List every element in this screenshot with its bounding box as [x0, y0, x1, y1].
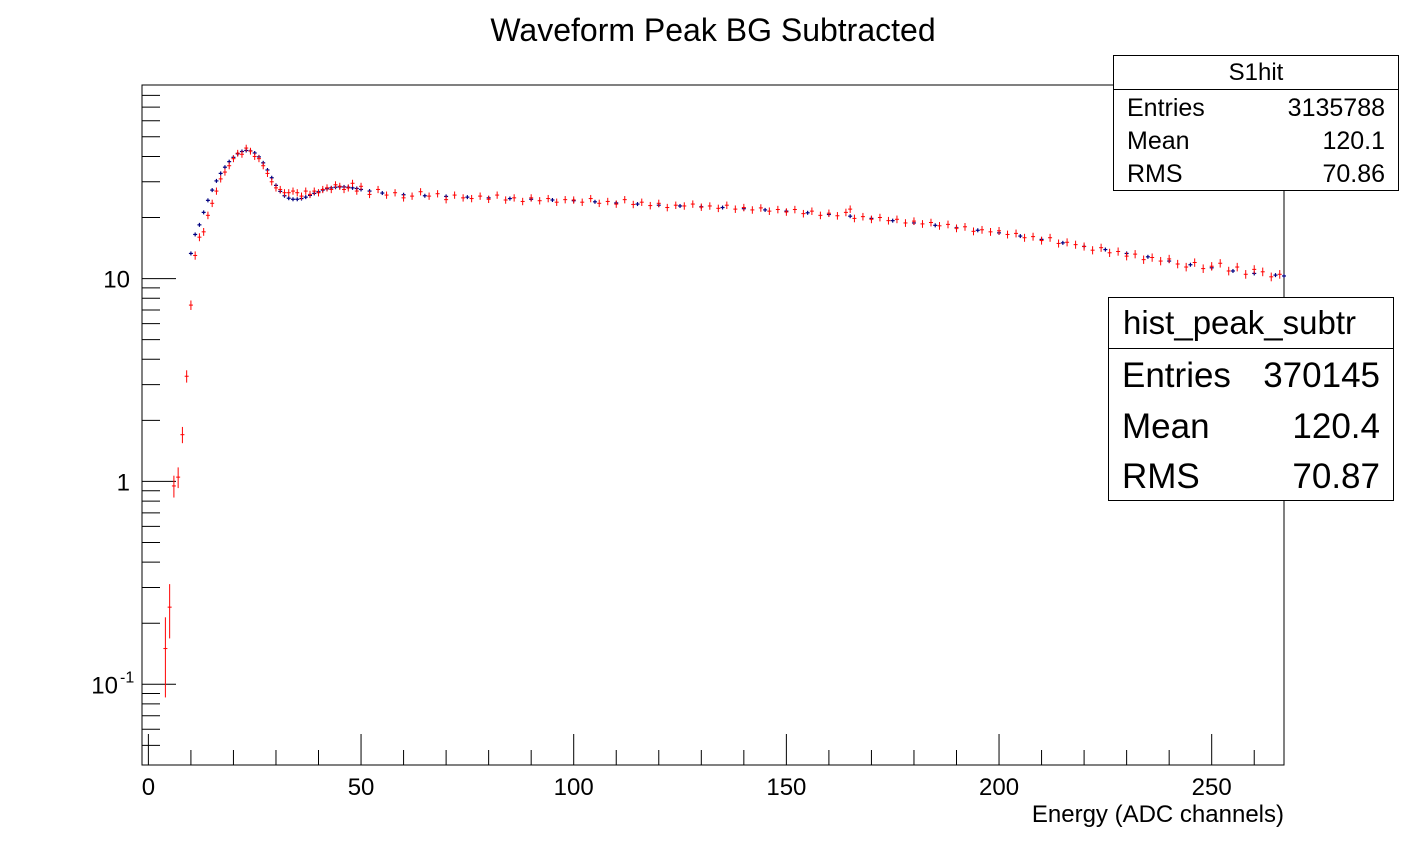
y-tick-label: 10 [103, 267, 130, 294]
stats-box-hist-peak-subtr: hist_peak_subtr Entries 370145 Mean 120.… [1108, 297, 1394, 501]
stats-value: 70.87 [1292, 457, 1380, 496]
stats-row-rms: RMS 70.86 [1114, 158, 1398, 190]
stats-label: RMS [1127, 160, 1183, 188]
stats-row-mean: Mean 120.4 [1109, 402, 1393, 452]
stats-value: 70.86 [1322, 160, 1385, 188]
stats-label: Mean [1122, 407, 1210, 446]
x-tick-label: 200 [979, 774, 1019, 801]
stats-row-mean: Mean 120.1 [1114, 125, 1398, 157]
stats-label: Entries [1127, 94, 1205, 122]
series-1 [163, 144, 1282, 698]
x-tick-label: 100 [554, 774, 594, 801]
series-layer [163, 144, 1286, 698]
y-tick-label: 10 [91, 672, 118, 699]
stats-value: 120.4 [1292, 407, 1380, 446]
stats-row-rms: RMS 70.87 [1109, 452, 1393, 502]
x-axis: 0 50 100 150 200 250 [142, 734, 1255, 801]
stats-box-s1hit: S1hit Entries 3135788 Mean 120.1 RMS 70.… [1113, 55, 1399, 191]
stats-box-title: S1hit [1114, 56, 1398, 90]
stats-value: 120.1 [1322, 127, 1385, 155]
x-tick-label: 250 [1192, 774, 1232, 801]
stats-label: Mean [1127, 127, 1190, 155]
x-axis-label: Energy (ADC channels) [1032, 801, 1284, 828]
x-tick-label: 50 [348, 774, 375, 801]
stats-box-title: hist_peak_subtr [1109, 298, 1393, 349]
x-tick-label: 0 [142, 774, 155, 801]
stats-value: 3135788 [1287, 94, 1385, 122]
stats-row-entries: Entries 3135788 [1114, 92, 1398, 124]
chart-title: Waveform Peak BG Subtracted [490, 12, 935, 48]
x-tick-label: 150 [766, 774, 806, 801]
stats-value: 370145 [1263, 356, 1380, 395]
y-tick-exponent: -1 [120, 669, 134, 686]
stats-label: Entries [1122, 356, 1231, 395]
stats-row-entries: Entries 370145 [1109, 351, 1393, 401]
stats-label: RMS [1122, 457, 1200, 496]
y-tick-label: 1 [117, 469, 130, 496]
